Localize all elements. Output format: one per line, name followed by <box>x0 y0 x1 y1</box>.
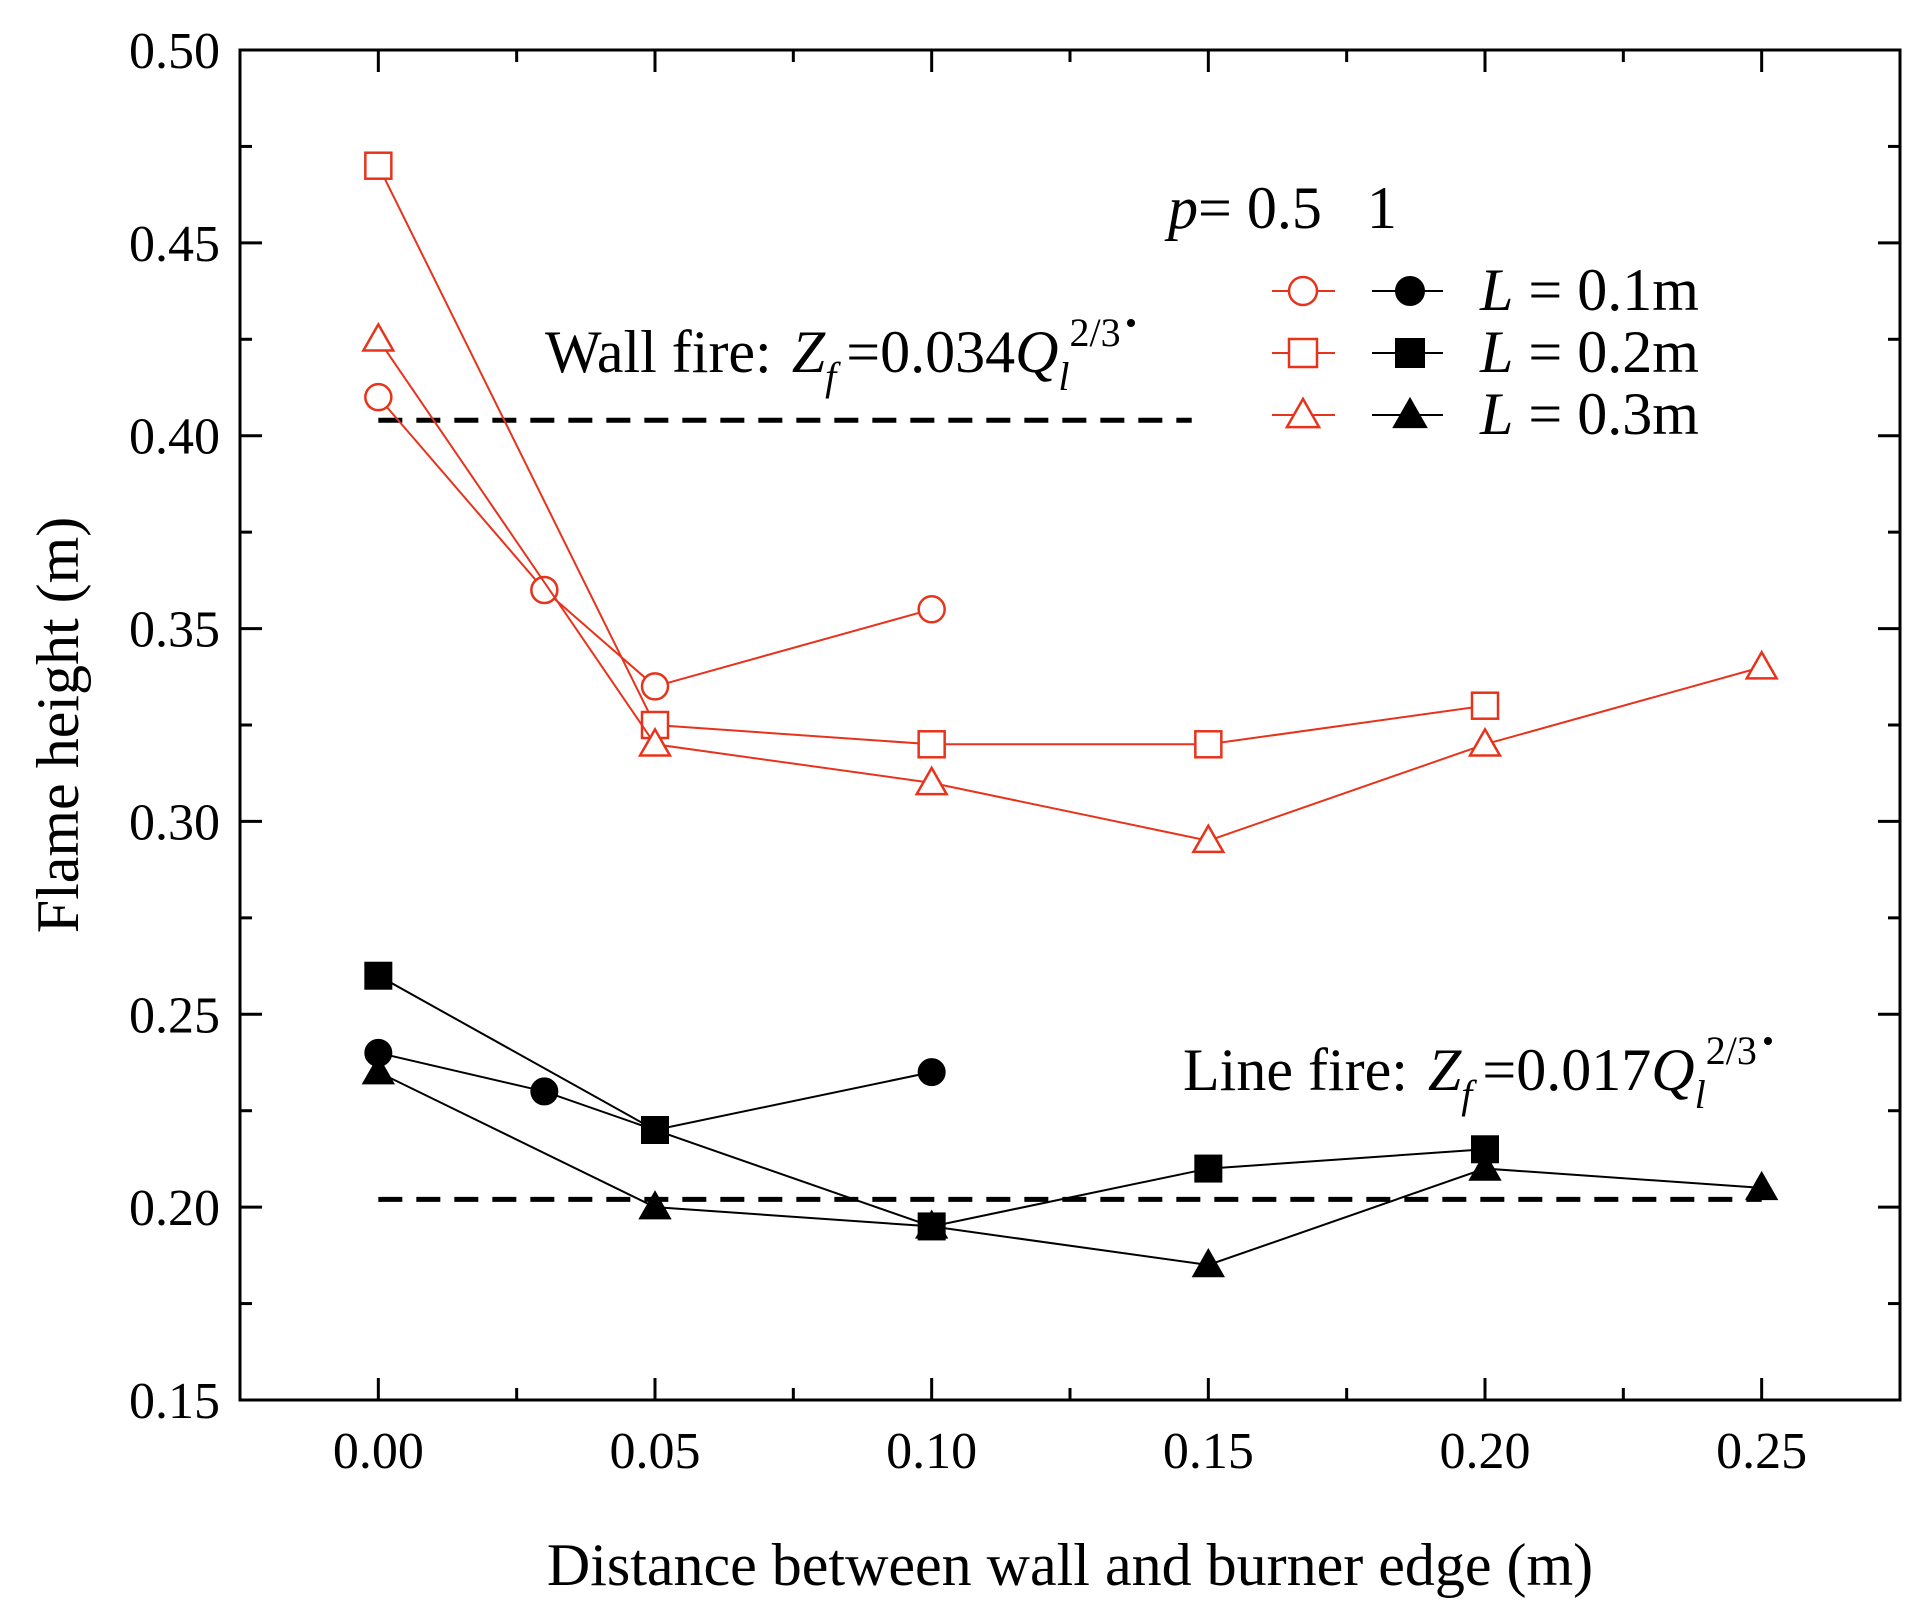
wall-fire-q: Q <box>1015 319 1058 385</box>
series-p1-L03-point <box>361 1055 396 1085</box>
legend-marker-p05-circle <box>1287 275 1319 307</box>
series-p05-L03 <box>361 321 1779 854</box>
legend-p-values: = 0.5 1 <box>1198 175 1397 241</box>
series-p05-L03-point <box>1744 649 1779 680</box>
wall-fire-zf: Z <box>792 319 826 385</box>
series-p05-L02-point <box>1194 730 1223 759</box>
series-p1-L02-point <box>641 1116 669 1144</box>
wall-fire-q-dot <box>1127 319 1135 327</box>
legend-entry-2-label: = 0.2m <box>1513 319 1699 385</box>
series-p05-L03-point <box>361 321 396 352</box>
y-tick-label: 0.40 <box>129 409 220 466</box>
series-p1-L03-point <box>1468 1151 1502 1181</box>
y-tick-label: 0.15 <box>129 1373 220 1430</box>
x-tick-label: 0.15 <box>1163 1423 1254 1480</box>
series-p05-L01 <box>364 382 946 701</box>
series-p1-L03-point <box>914 1209 949 1239</box>
legend-entry-3: L = 0.3m <box>1479 381 1699 447</box>
x-axis-title: Distance between wall and burner edge (m… <box>547 1532 1593 1598</box>
legend-entry-1: L = 0.1m <box>1479 257 1699 323</box>
series-p05-L02-point <box>917 730 946 759</box>
x-tick-label: 0.20 <box>1440 1423 1531 1480</box>
series-p1-L03-point <box>1744 1170 1779 1201</box>
series-p05-L01-point <box>640 672 670 701</box>
legend: p= 0.5 1 L = 0.1m L = 0.2m L = 0.3m <box>1164 175 1699 447</box>
legend-marker-p1-triangle <box>1392 396 1428 429</box>
series-p05-L02-line <box>377 165 1486 746</box>
series-p1-L02-point <box>364 961 393 990</box>
legend-entry-1-symbol: L <box>1479 257 1513 323</box>
series-p1-L01-point <box>917 1058 946 1087</box>
series-p1-L03 <box>361 1055 1779 1278</box>
line-fire-label: Line fire: <box>1183 1037 1408 1103</box>
x-tick-label: 0.05 <box>610 1423 701 1480</box>
legend-marker-p1-square <box>1395 338 1425 368</box>
series-p05-L03-point <box>914 765 949 796</box>
x-tick-label: 0.00 <box>333 1423 424 1480</box>
series-p1-L01-point <box>530 1077 559 1106</box>
series-p05-L03-point <box>1467 726 1503 757</box>
wall-fire-q-sub: l <box>1058 354 1069 399</box>
legend-entry-3-label: = 0.3m <box>1513 381 1699 447</box>
line-fire-q-dot <box>1764 1037 1772 1045</box>
wall-fire-coef: =0.034 <box>846 319 1015 385</box>
series-p1-L02-point <box>1194 1154 1223 1183</box>
series-layer <box>361 151 1779 1278</box>
series-p05-L03-point <box>1191 823 1226 854</box>
legend-marker-p05-triangle <box>1284 396 1322 429</box>
legend-p-symbol: p <box>1164 175 1198 241</box>
legend-p-header: p= 0.5 1 <box>1164 175 1397 241</box>
series-p1-L01-line <box>378 1051 932 1132</box>
series-p1-L03-point <box>1191 1248 1226 1278</box>
y-tick-label: 0.30 <box>129 794 220 851</box>
series-p05-L01-line <box>377 396 932 688</box>
legend-rows <box>1272 275 1443 429</box>
line-fire-zf-sub: f <box>1461 1072 1477 1117</box>
line-fire-zf: Z <box>1428 1037 1462 1103</box>
series-p1-L02 <box>364 961 1499 1241</box>
axis-ticks <box>240 48 1900 1402</box>
legend-marker-p05-square <box>1287 337 1319 369</box>
series-p05-L03-point <box>637 726 673 757</box>
series-p05-L01-point <box>530 575 559 605</box>
wall-fire-label: Wall fire: <box>545 319 772 385</box>
series-p1-L03-line <box>377 1071 1762 1267</box>
y-tick-label: 0.20 <box>129 1180 220 1237</box>
line-fire-annotation: Line fire: Zf =0.017Ql2/3 <box>1183 1028 1757 1117</box>
wall-fire-q-sup: 2/3 <box>1070 310 1121 355</box>
y-tick-label: 0.45 <box>129 216 220 273</box>
line-fire-q-sup: 2/3 <box>1706 1028 1757 1073</box>
y-tick-label: 0.50 <box>129 23 220 80</box>
wall-fire-annotation: Wall fire: Zf =0.034Ql2/3 <box>545 310 1121 399</box>
x-tick-label: 0.25 <box>1716 1423 1807 1480</box>
series-p05-L02-point <box>1470 691 1500 720</box>
y-tick-label: 0.35 <box>129 602 220 659</box>
legend-marker-p1-circle <box>1395 276 1425 306</box>
series-p05-L01-point <box>364 382 393 412</box>
series-p05-L02 <box>364 151 1500 759</box>
y-tick-label: 0.25 <box>129 987 220 1044</box>
series-p05-L03-line <box>377 338 1762 842</box>
series-p1-L03-point <box>638 1190 672 1220</box>
series-p05-L01-point <box>917 595 946 624</box>
series-p05-L02-point <box>364 151 393 180</box>
line-fire-q: Q <box>1651 1037 1694 1103</box>
y-axis-title: Flame height (m) <box>25 517 91 934</box>
legend-entry-2-symbol: L <box>1479 319 1513 385</box>
x-tick-label: 0.10 <box>886 1423 977 1480</box>
reference-lines <box>378 417 1762 1202</box>
wall-fire-zf-sub: f <box>825 354 841 399</box>
line-fire-coef: =0.017 <box>1482 1037 1651 1103</box>
legend-entry-3-symbol: L <box>1479 381 1513 447</box>
line-fire-q-sub: l <box>1695 1072 1706 1117</box>
legend-entry-1-label: = 0.1m <box>1513 257 1699 323</box>
tick-labels: 0.00 0.05 0.10 0.15 0.20 0.25 0.15 0.20 0.25 0.30… <box>129 23 1807 1480</box>
legend-entry-2: L = 0.2m <box>1479 319 1699 385</box>
